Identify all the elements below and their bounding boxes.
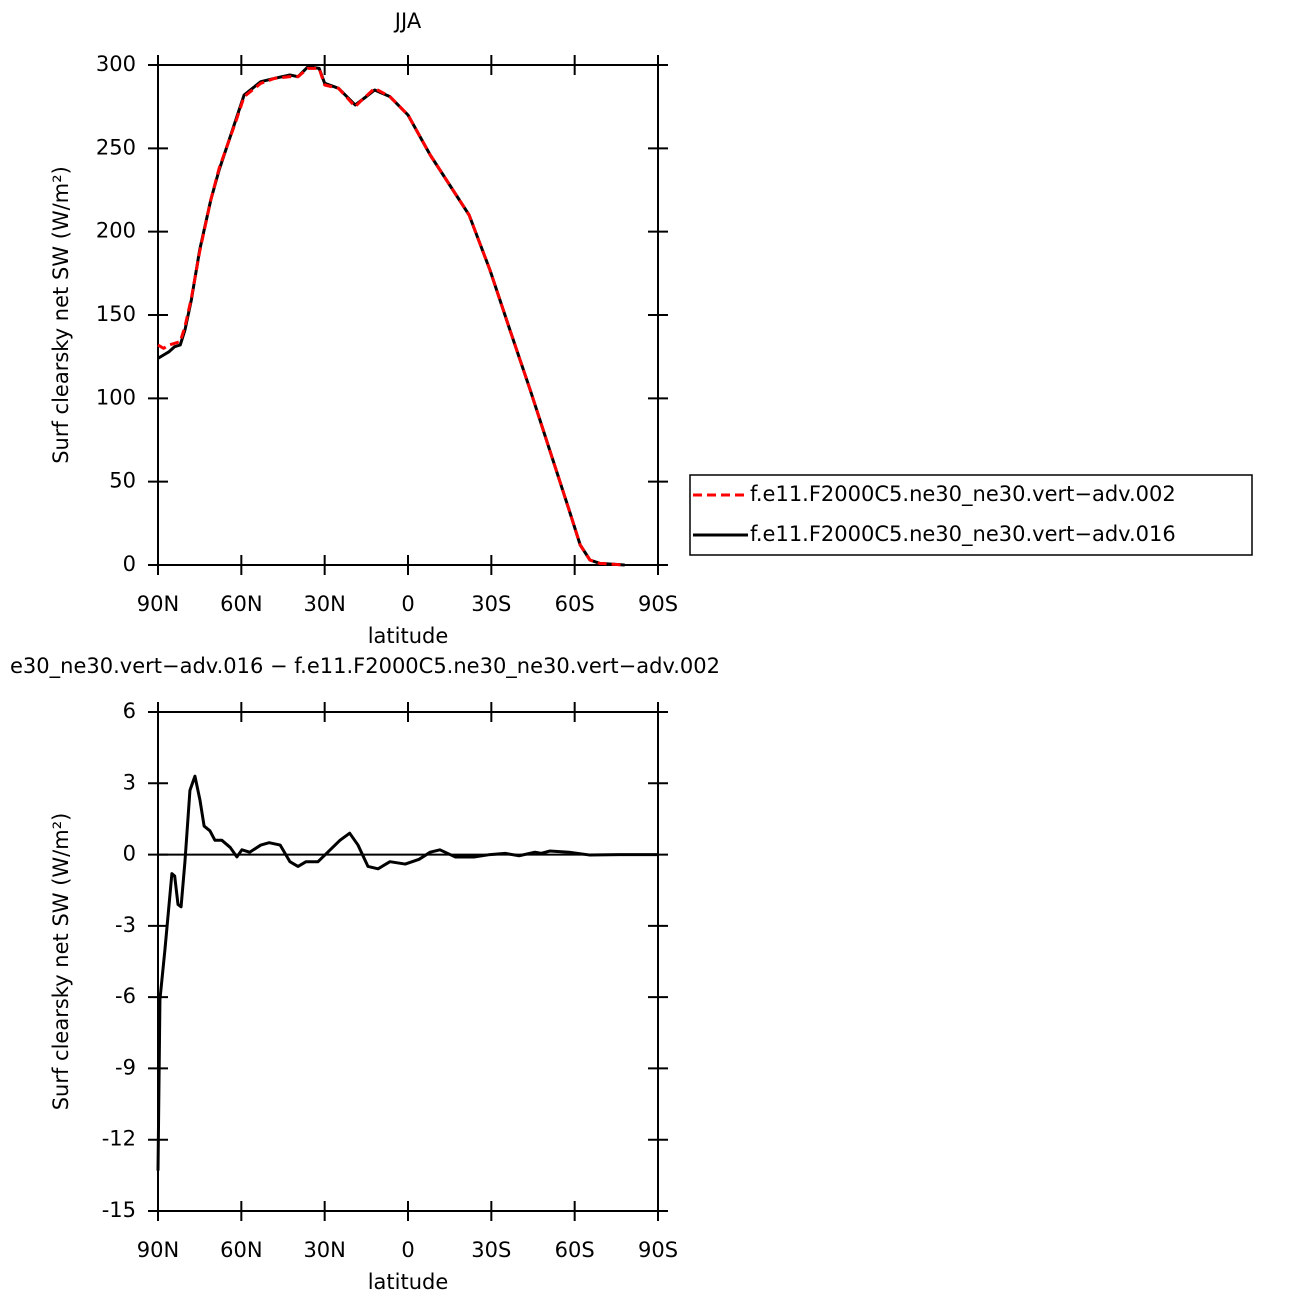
x-tick-label: 30N [303, 1238, 345, 1262]
y-tick-label: 50 [109, 469, 136, 493]
y-tick-label: 250 [96, 135, 136, 159]
y-tick-label: 3 [123, 770, 136, 794]
x-tick-label: 60N [220, 1238, 262, 1262]
y-tick-label: 100 [96, 385, 136, 409]
plot-frame [157, 64, 659, 566]
y-tick-label: 150 [96, 302, 136, 326]
y-tick-label: 0 [123, 552, 136, 576]
x-tick-label: 90S [638, 1238, 678, 1262]
x-tick-label: 60S [555, 592, 595, 616]
x-axis-label: latitude [368, 1270, 449, 1294]
plot-frame [157, 711, 659, 1212]
legend-label: f.e11.F2000C5.ne30_ne30.vert−adv.002 [750, 482, 1176, 507]
x-tick-label: 0 [401, 592, 414, 616]
x-tick-label: 30S [471, 1238, 511, 1262]
legend-box [689, 474, 1253, 556]
chart-title: e30_ne30.vert−adv.016 − f.e11.F2000C5.ne… [10, 654, 720, 679]
y-tick-label: -6 [115, 984, 136, 1008]
y-tick-label: 200 [96, 219, 136, 243]
x-tick-label: 60N [220, 592, 262, 616]
y-tick-label: -3 [115, 913, 136, 937]
x-axis-label: latitude [368, 624, 449, 648]
x-tick-label: 60S [555, 1238, 595, 1262]
x-tick-label: 30S [471, 592, 511, 616]
y-tick-label: 0 [123, 842, 136, 866]
x-tick-label: 0 [401, 1238, 414, 1262]
y-tick-label: 6 [123, 699, 136, 723]
x-tick-label: 90N [137, 1238, 179, 1262]
y-tick-label: -12 [102, 1127, 136, 1151]
data-line [157, 66, 625, 567]
y-axis-label: Surf clearsky net SW (W/m²) [49, 166, 73, 464]
y-tick-label: -15 [102, 1198, 136, 1222]
data-line [156, 774, 658, 1171]
y-tick-label: -9 [115, 1055, 136, 1079]
y-axis-label: Surf clearsky net SW (W/m²) [49, 813, 73, 1111]
x-tick-label: 30N [303, 592, 345, 616]
legend-label: f.e11.F2000C5.ne30_ne30.vert−adv.016 [750, 522, 1176, 547]
x-tick-label: 90N [137, 592, 179, 616]
y-tick-label: 300 [96, 52, 136, 76]
chart-title: JJA [393, 9, 422, 33]
x-tick-label: 90S [638, 592, 678, 616]
